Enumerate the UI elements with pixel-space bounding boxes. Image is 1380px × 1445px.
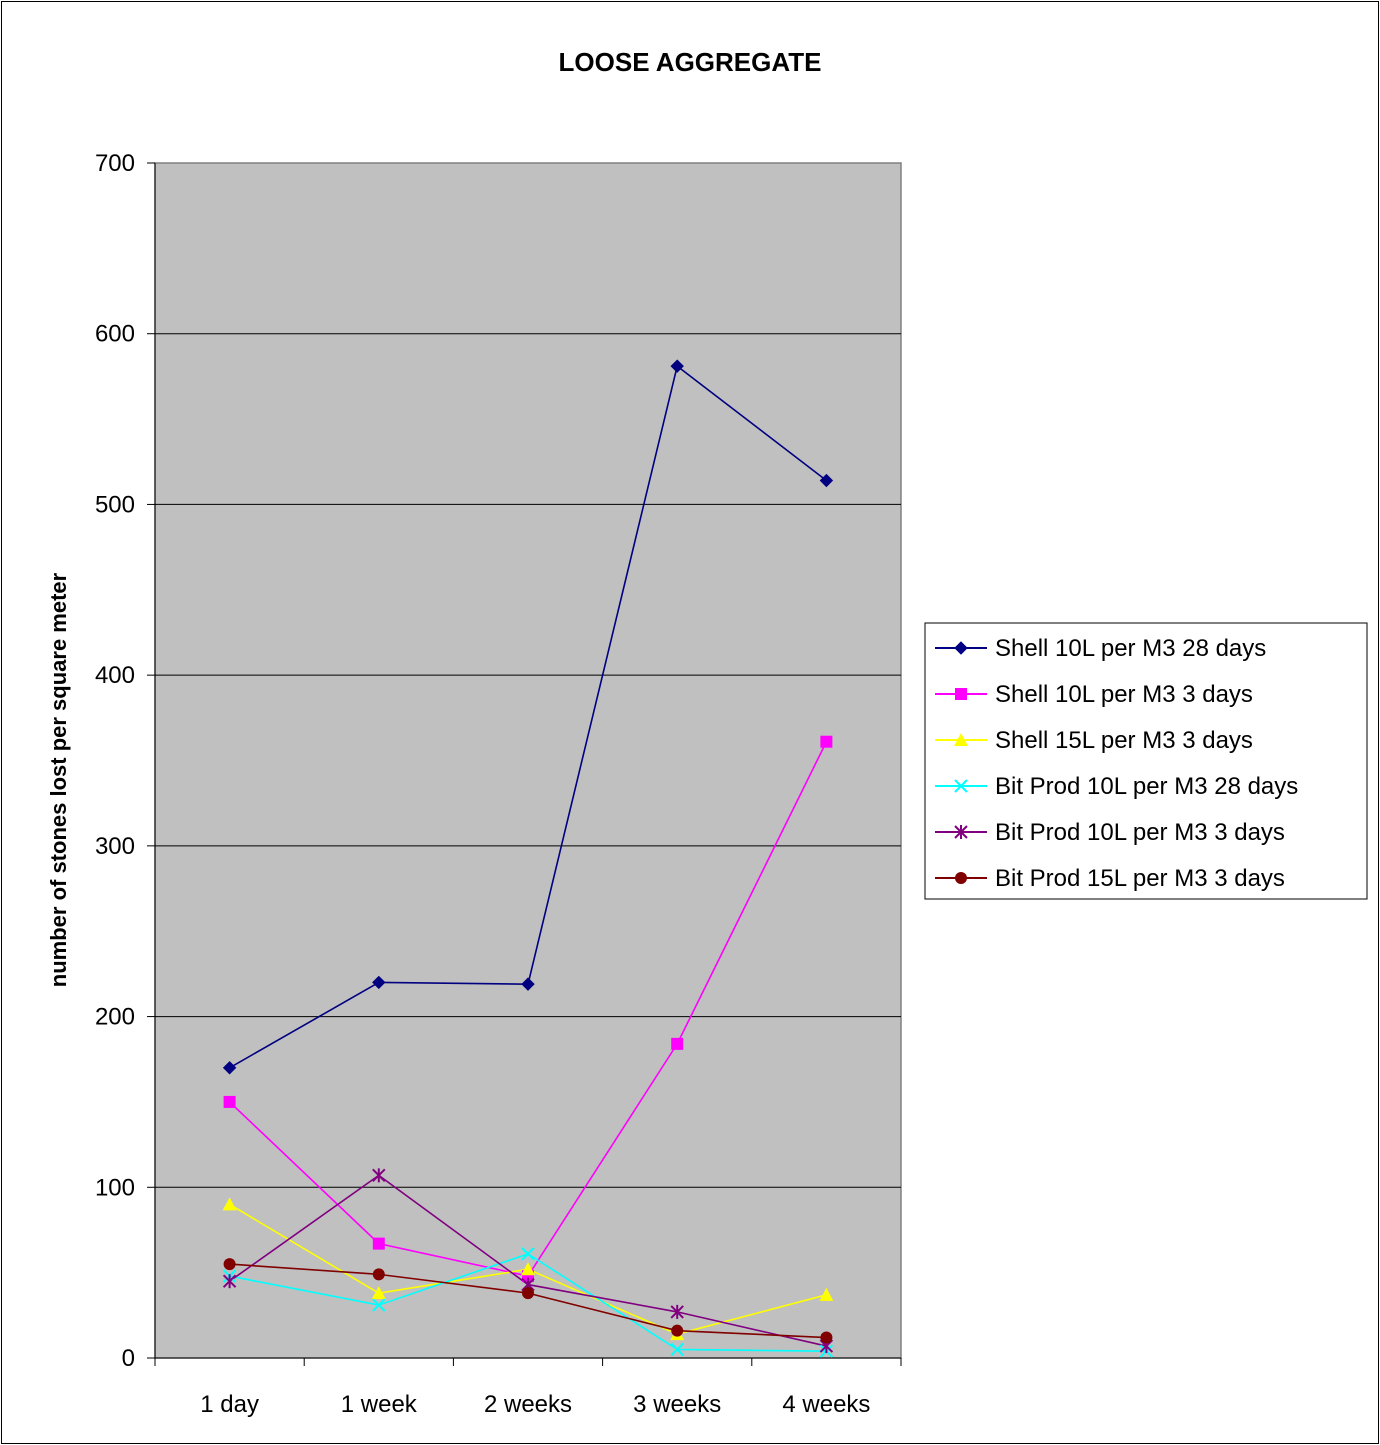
- legend-entry: Bit Prod 15L per M3 3 days: [935, 865, 1285, 892]
- data-point-series-5: [222, 1274, 237, 1289]
- y-axis-label: number of stones lost per square meter: [46, 572, 71, 987]
- data-point-series-3: [222, 1197, 237, 1211]
- legend-label: Bit Prod 15L per M3 3 days: [995, 865, 1285, 892]
- marker-stroke: [670, 1342, 684, 1357]
- data-point-series-6: [372, 1268, 385, 1281]
- legend-swatch-marker: [954, 641, 968, 655]
- y-tick-label: 300: [95, 833, 135, 860]
- legend-swatch-marker: [954, 825, 968, 839]
- data-point-series-4: [521, 1247, 535, 1261]
- data-point-series-3: [521, 1262, 535, 1276]
- data-point-series-2: [820, 735, 833, 748]
- marker-stroke: [954, 779, 968, 793]
- data-point-series-1: [819, 473, 834, 488]
- legend-swatch-marker: [954, 779, 968, 793]
- y-tick-label: 400: [95, 662, 135, 689]
- x-tick-label: 1 week: [341, 1391, 418, 1418]
- y-tick-label: 500: [95, 491, 135, 518]
- data-point-series-4: [670, 1342, 684, 1357]
- y-tick-label: 0: [122, 1345, 135, 1372]
- data-point-series-1: [521, 977, 535, 991]
- data-point-series-5: [372, 1168, 386, 1183]
- y-tick-label: 100: [95, 1174, 135, 1201]
- legend-box: [924, 622, 1368, 900]
- data-point-series-2: [223, 1095, 236, 1108]
- legend-swatch-marker: [954, 733, 968, 746]
- x-tick-label: 4 weeks: [782, 1391, 870, 1418]
- y-tick-label: 200: [95, 1004, 135, 1031]
- legend-label: Bit Prod 10L per M3 3 days: [995, 819, 1285, 846]
- data-point-series-6: [223, 1258, 236, 1271]
- legend-entry: Bit Prod 10L per M3 3 days: [935, 819, 1285, 846]
- data-point-series-6: [820, 1331, 833, 1344]
- data-point-series-3: [819, 1287, 834, 1301]
- x-tick-label: 3 weeks: [633, 1391, 721, 1418]
- legend-label: Shell 15L per M3 3 days: [995, 727, 1253, 754]
- plot-area: [154, 162, 902, 1359]
- x-tick-label: 1 day: [200, 1391, 259, 1418]
- data-point-series-2: [372, 1237, 385, 1250]
- legend-swatch-marker: [955, 688, 967, 700]
- data-point-series-4: [372, 1298, 386, 1312]
- x-tick-label: 2 weeks: [484, 1391, 572, 1418]
- marker-stroke: [372, 1298, 386, 1312]
- legend-label: Shell 10L per M3 28 days: [995, 635, 1266, 662]
- legend-label: Bit Prod 10L per M3 28 days: [995, 773, 1298, 800]
- legend-entry: Shell 15L per M3 3 days: [935, 727, 1253, 754]
- data-point-series-6: [522, 1287, 534, 1300]
- data-point-series-1: [670, 359, 684, 373]
- y-tick-label: 700: [95, 150, 135, 177]
- legend-entry: Bit Prod 10L per M3 28 days: [935, 773, 1298, 800]
- marker-stroke: [521, 1247, 535, 1261]
- data-point-series-6: [671, 1324, 684, 1337]
- legend-label: Shell 10L per M3 3 days: [995, 681, 1253, 708]
- data-point-series-3: [371, 1286, 386, 1300]
- chart-title: LOOSE AGGREGATE: [559, 47, 822, 77]
- y-tick-label: 600: [95, 321, 135, 348]
- data-point-series-2: [671, 1037, 684, 1050]
- legend-entry: Shell 10L per M3 28 days: [935, 635, 1266, 662]
- legend-entry: Shell 10L per M3 3 days: [935, 681, 1253, 708]
- data-point-series-1: [372, 975, 386, 990]
- data-point-series-5: [670, 1304, 684, 1319]
- data-point-series-1: [222, 1061, 237, 1075]
- legend-swatch-marker: [955, 872, 967, 884]
